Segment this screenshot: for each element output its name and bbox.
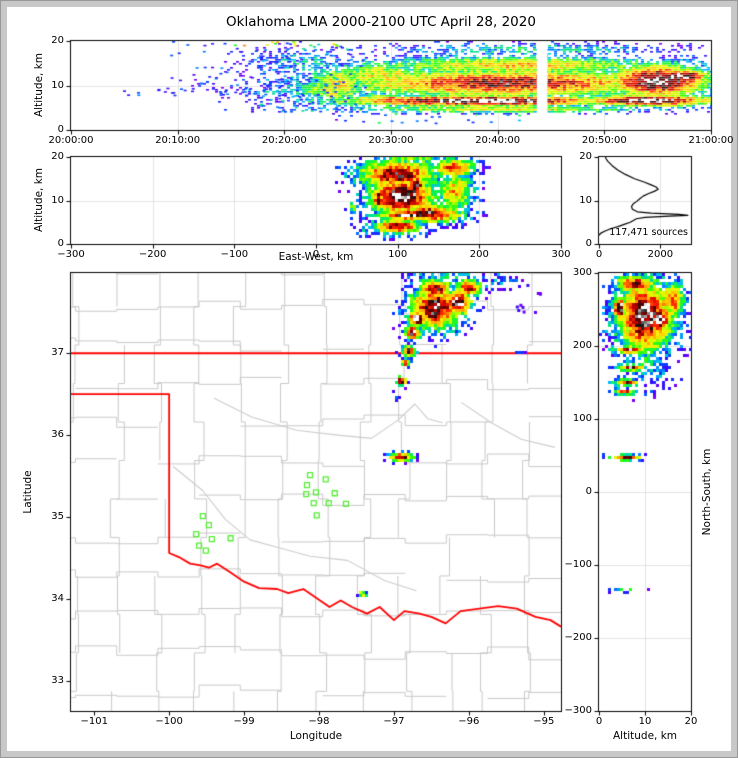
ew-panel-y-axis-label: Altitude, km [32, 167, 45, 233]
north-south-altitude-panel [599, 273, 691, 711]
tick-label: 10 [51, 79, 64, 91]
tick-label: 200 [469, 249, 489, 260]
tick-label: −99 [233, 716, 255, 727]
tick-label: 200 [572, 340, 592, 351]
tick-label: 20 [51, 151, 64, 162]
tick-label: −95 [533, 716, 555, 727]
tick-label: 0 [57, 124, 64, 135]
tick-label: −101 [80, 716, 108, 727]
tick-label: 20 [579, 151, 592, 162]
tick-label: 20:50:00 [581, 135, 627, 146]
tick-label: 0 [595, 249, 603, 260]
tick-label: 10 [638, 716, 652, 727]
tick-label: 300 [572, 267, 592, 278]
tick-label: 10 [579, 194, 592, 206]
tick-label: 100 [388, 249, 408, 260]
ns-panel-y-axis-label: North-South, km [700, 448, 713, 536]
tick-label: −97 [383, 716, 405, 727]
tick-label: 100 [572, 413, 592, 424]
tick-label: 20 [51, 35, 64, 46]
time-height-y-axis-label: Altitude, km [32, 52, 45, 118]
tick-label: 0 [595, 716, 603, 727]
tick-label: 34 [51, 592, 64, 604]
tick-label: 20:10:00 [155, 135, 201, 146]
tick-label: 20:00:00 [48, 135, 94, 146]
tick-label: 37 [51, 347, 64, 359]
tick-label: 21:00:00 [688, 135, 734, 146]
tick-label: 20 [684, 716, 698, 727]
tick-label: 10 [51, 194, 64, 206]
tick-label: 20:20:00 [261, 135, 307, 146]
tick-label: 36 [51, 429, 64, 441]
tick-label: 0 [585, 238, 592, 249]
tick-label: 0 [585, 486, 592, 497]
ns-panel-x-axis-label: Altitude, km [612, 730, 678, 742]
time-height-density-panel [71, 41, 711, 130]
tick-label: −100 [155, 716, 183, 727]
tick-label: 0 [312, 249, 320, 260]
map-x-axis-label: Longitude [289, 730, 343, 742]
plan-view-map-panel [71, 273, 561, 711]
tick-label: −300 [57, 249, 85, 260]
tick-label: 33 [51, 674, 64, 686]
map-y-axis-label: Latitude [21, 470, 34, 514]
tick-label: −100 [220, 249, 249, 260]
tick-label: 2000 [647, 249, 674, 260]
tick-label: 20:30:00 [368, 135, 414, 146]
tick-label: −200 [138, 249, 167, 260]
histogram-source-count-annotation: 117,471 sources [609, 227, 688, 238]
tick-label: −96 [458, 716, 480, 727]
tick-label: −300 [564, 705, 592, 716]
tick-label: 0 [57, 238, 64, 249]
tick-label: 300 [551, 249, 571, 260]
tick-label: −98 [308, 716, 330, 727]
figure-title: Oklahoma LMA 2000-2100 UTC April 28, 202… [226, 14, 536, 30]
east-west-altitude-panel [71, 157, 561, 244]
tick-label: 20:40:00 [475, 135, 521, 146]
tick-label: −200 [564, 632, 592, 643]
ew-panel-x-axis-label: East-West, km [278, 251, 354, 263]
tick-label: 35 [51, 510, 64, 522]
tick-label: −100 [564, 559, 592, 570]
